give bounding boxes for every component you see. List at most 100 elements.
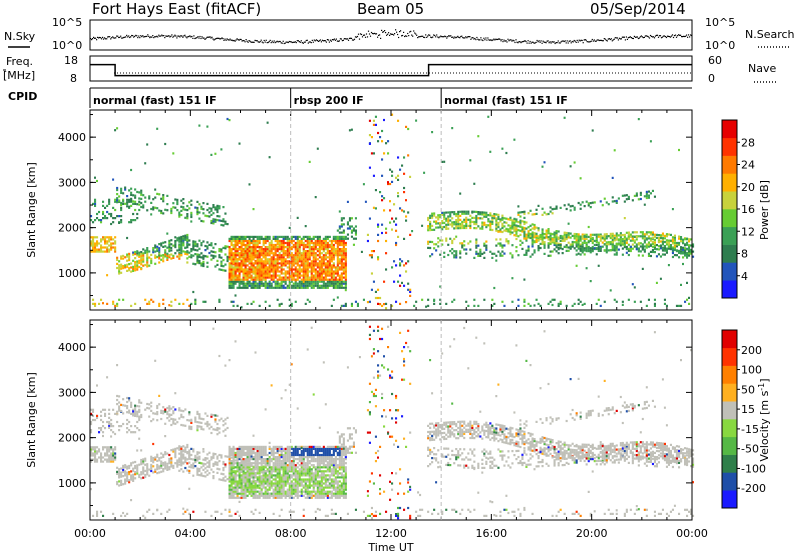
nsky-dot <box>326 39 328 41</box>
power-cell <box>611 246 614 250</box>
velocity-cell <box>160 417 163 421</box>
power-cell <box>290 268 293 271</box>
power-cell <box>186 257 189 260</box>
velocity-cell <box>164 451 167 454</box>
velocity-cell <box>126 431 129 434</box>
velocity-cell <box>166 413 169 416</box>
power-cell <box>258 235 261 238</box>
power-cell <box>601 236 604 240</box>
velocity-cell <box>184 450 187 453</box>
power-cell <box>669 233 672 236</box>
power-cell <box>513 234 516 237</box>
power-cell <box>503 244 506 247</box>
nsky-dot <box>420 35 422 38</box>
power-cell <box>678 304 681 307</box>
power-cell <box>348 129 351 132</box>
power-cell <box>126 263 129 266</box>
power-cell <box>278 274 281 277</box>
power-cell <box>134 202 137 205</box>
power-cell <box>104 215 107 218</box>
power-cell <box>240 264 243 267</box>
power-cell <box>465 218 468 221</box>
power-cell <box>593 201 596 204</box>
power-cell <box>252 300 255 303</box>
power-cell <box>186 215 189 218</box>
nsky-dot <box>245 39 247 41</box>
power-cell <box>567 246 570 249</box>
power-cell <box>627 197 630 200</box>
power-cell <box>270 286 273 289</box>
power-cell <box>178 255 181 258</box>
power-cell <box>264 241 267 245</box>
nsky-dot <box>523 40 525 42</box>
power-cell <box>318 256 321 259</box>
power-cell <box>340 276 343 279</box>
power-cell <box>485 226 488 229</box>
power-cell <box>517 235 520 238</box>
power-cell <box>459 250 462 253</box>
power-cell <box>254 262 257 265</box>
nsky-dot <box>423 36 425 38</box>
velocity-cell <box>184 466 187 470</box>
velocity-cell <box>164 467 167 470</box>
power-cell <box>166 209 169 212</box>
velocity-cell <box>130 431 133 434</box>
power-cell <box>607 203 610 206</box>
power-cell <box>445 225 448 228</box>
power-cell <box>112 246 115 249</box>
velocity-cell <box>94 454 97 457</box>
power-cell <box>551 208 554 211</box>
power-cell <box>294 272 297 275</box>
velocity-cell <box>110 452 113 455</box>
power-cell <box>196 206 199 210</box>
power-cell <box>254 246 257 249</box>
power-cell <box>613 237 616 240</box>
power-cell <box>352 227 355 230</box>
velocity-cell <box>202 418 205 421</box>
power-cell <box>250 258 253 261</box>
nsky-dot <box>176 37 178 39</box>
velocity-cell <box>200 462 203 465</box>
power-cell <box>611 241 614 244</box>
nsky-dot <box>521 41 523 43</box>
nsky-dot <box>186 37 188 39</box>
power-cell <box>330 278 333 281</box>
power-cell <box>170 300 173 303</box>
power-cell <box>114 129 117 132</box>
power-cell <box>278 303 281 306</box>
velocity-cell <box>140 471 143 474</box>
power-cell <box>184 208 187 211</box>
power-cell <box>453 221 456 224</box>
nsky-dot <box>213 39 215 41</box>
power-cell <box>116 201 119 204</box>
velocity-cell <box>90 412 93 415</box>
power-cell <box>308 252 311 255</box>
power-cell <box>623 246 626 249</box>
power-cell <box>298 272 301 275</box>
power-cell <box>224 220 227 223</box>
power-cell <box>567 241 570 244</box>
power-cell <box>557 230 560 233</box>
power-cell <box>262 272 265 275</box>
power-cell <box>312 278 315 281</box>
power-cell <box>228 262 231 265</box>
nsky-dot <box>502 41 504 43</box>
power-cell <box>222 265 225 268</box>
nsky-dot <box>624 39 626 41</box>
power-cell <box>563 116 566 119</box>
power-cell <box>487 214 490 217</box>
power-cell <box>228 248 231 251</box>
power-cell <box>162 196 165 199</box>
power-cell <box>575 233 578 236</box>
power-cell <box>322 239 325 243</box>
power-cell <box>248 280 251 283</box>
power-cell <box>669 244 672 247</box>
nsky-dot <box>436 34 438 36</box>
power-cell <box>342 286 345 289</box>
power-cell <box>92 244 95 247</box>
power-cell <box>324 266 327 269</box>
power-cell <box>503 252 506 255</box>
velocity-cell <box>170 457 173 460</box>
power-cell <box>547 302 550 305</box>
power-cell <box>621 242 624 245</box>
